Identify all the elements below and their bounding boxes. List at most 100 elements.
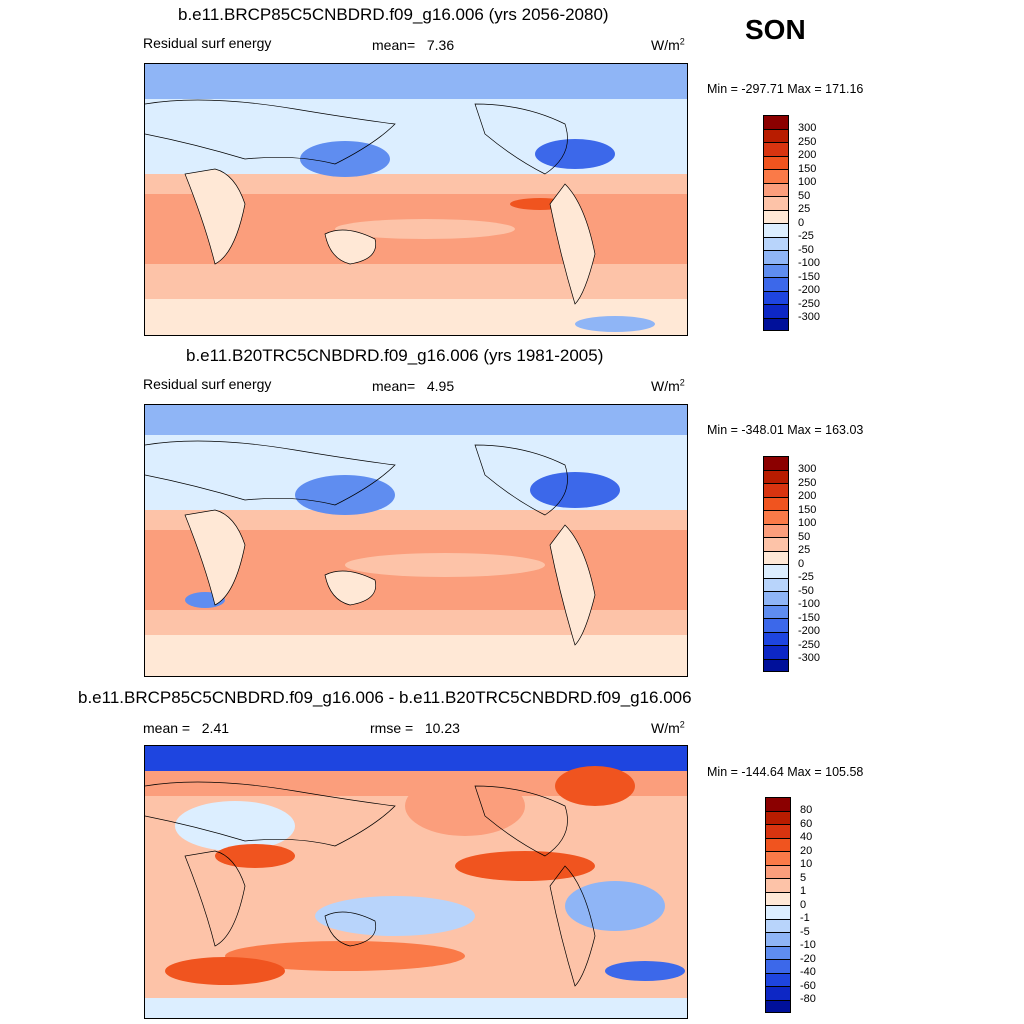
panel-1-variable: Residual surf energy (143, 35, 272, 51)
colorbar-label: 200 (798, 149, 817, 161)
panel-2-map (144, 404, 688, 677)
panel-3-title: b.e11.BRCP85C5CNBDRD.f09_g16.006 - b.e11… (78, 688, 692, 707)
colorbar-label: 250 (798, 135, 817, 148)
panel-2-minmax: Min = -348.01 Max = 163.03 (707, 423, 864, 437)
colorbar-label: 5 (800, 871, 807, 884)
colorbar-swatch (765, 905, 791, 920)
colorbar-label: -300 (798, 311, 821, 323)
colorbar-label: -1 (800, 912, 810, 924)
colorbar-swatch (765, 837, 791, 852)
colorbar-label: -150 (798, 611, 821, 624)
colorbar-swatch (763, 142, 789, 157)
colorbar-swatch (763, 523, 789, 538)
colorbar-swatch (763, 304, 789, 319)
colorbar-swatch (765, 851, 791, 866)
colorbar-swatch (763, 223, 789, 238)
colorbar-label: -50 (798, 243, 814, 256)
colorbar-swatch (765, 959, 791, 974)
colorbar-label: 250 (798, 476, 817, 489)
panel-1-units: W/m2 (651, 37, 685, 53)
colorbar-label: -100 (798, 598, 821, 610)
colorbar-label: 50 (798, 530, 811, 543)
panel-3-units-exp: 2 (679, 719, 685, 730)
colorbar-label: 300 (798, 463, 817, 475)
colorbar-label: 10 (800, 858, 813, 870)
colorbar-label: -25 (798, 571, 814, 583)
panel-2-units: W/m2 (651, 378, 685, 394)
panel-1-minmax: Min = -297.71 Max = 171.16 (707, 82, 864, 96)
colorbar-label: 80 (800, 804, 813, 816)
season-label: SON (745, 14, 806, 45)
colorbar-swatch (763, 469, 789, 484)
panel-1-mean-label: mean= (372, 37, 416, 53)
colorbar-label: -300 (798, 652, 821, 664)
panel-1-mean: mean= 7.36 (372, 37, 454, 53)
colorbar-swatch (763, 317, 789, 331)
colorbar-label: 0 (798, 216, 805, 229)
panel-2-units-base: W/m (651, 378, 680, 394)
panel-3-mean-value: 2.41 (201, 720, 230, 736)
colorbar-label: 0 (800, 898, 807, 911)
colorbar-swatch (763, 564, 789, 579)
colorbar-label: -80 (800, 993, 816, 1005)
colorbar-swatch (765, 878, 791, 893)
colorbar-swatch (763, 604, 789, 619)
colorbar-swatch (763, 496, 789, 511)
colorbar-label: -150 (798, 270, 821, 283)
colorbar-label: 150 (798, 162, 817, 175)
colorbar-swatch (763, 169, 789, 184)
colorbar-label: -200 (798, 625, 821, 637)
colorbar-swatch (763, 618, 789, 633)
panel-2-mean-label: mean= (372, 378, 416, 394)
colorbar-swatch (763, 182, 789, 197)
colorbar-label: -40 (800, 966, 816, 978)
colorbar-swatch (765, 986, 791, 1001)
panel-3-minmax: Min = -144.64 Max = 105.58 (707, 765, 864, 779)
colorbar-label: 100 (798, 517, 817, 529)
panel-2-variable: Residual surf energy (143, 376, 272, 392)
panel-1-units-base: W/m (651, 37, 680, 53)
colorbar-swatch (763, 250, 789, 265)
colorbar-swatch (765, 972, 791, 987)
colorbar-label: -200 (798, 284, 821, 296)
colorbar-label: -250 (798, 297, 821, 310)
colorbar-label: 40 (800, 831, 813, 843)
colorbar-label: 0 (798, 557, 805, 570)
colorbar-swatch (763, 456, 789, 471)
panel-2-title: b.e11.B20TRC5CNBDRD.f09_g16.006 (yrs 198… (186, 346, 604, 365)
panel-1-map (144, 63, 688, 336)
colorbar-swatch (763, 209, 789, 224)
panel-2-units-exp: 2 (679, 377, 685, 388)
colorbar-label: 100 (798, 176, 817, 188)
colorbar-swatch (763, 115, 789, 130)
panel-3-rmse: rmse = 10.23 (370, 720, 460, 736)
panel-3-rmse-label: rmse = (370, 720, 414, 736)
colorbar-swatch (765, 864, 791, 879)
colorbar-swatch (763, 277, 789, 292)
panel-1-title: b.e11.BRCP85C5CNBDRD.f09_g16.006 (yrs 20… (178, 5, 609, 24)
colorbar-swatch (763, 537, 789, 552)
colorbar-swatch (763, 658, 789, 672)
colorbar-swatch (763, 577, 789, 592)
colorbar-label: 20 (800, 844, 813, 857)
colorbar-swatch (763, 155, 789, 170)
colorbar-swatch (763, 510, 789, 525)
panel-1-mean-value: 7.36 (426, 37, 455, 53)
colorbar-label: 50 (798, 189, 811, 202)
colorbar-label: -5 (800, 925, 810, 938)
panel-3-mean-label: mean = (143, 720, 191, 736)
panel-1-units-exp: 2 (679, 36, 685, 47)
colorbar-label: -20 (800, 952, 816, 965)
colorbar-swatch (763, 631, 789, 646)
panel-2-mean: mean= 4.95 (372, 378, 454, 394)
colorbar-swatch (763, 128, 789, 143)
panel-3-units: W/m2 (651, 720, 685, 736)
colorbar-label: -25 (798, 230, 814, 242)
colorbar-swatch (763, 550, 789, 565)
colorbar-swatch (765, 918, 791, 933)
colorbar-swatch (765, 824, 791, 839)
panel-3-mean: mean = 2.41 (143, 720, 229, 736)
colorbar-label: 150 (798, 503, 817, 516)
colorbar-swatch (765, 945, 791, 960)
colorbar-label: 200 (798, 490, 817, 502)
